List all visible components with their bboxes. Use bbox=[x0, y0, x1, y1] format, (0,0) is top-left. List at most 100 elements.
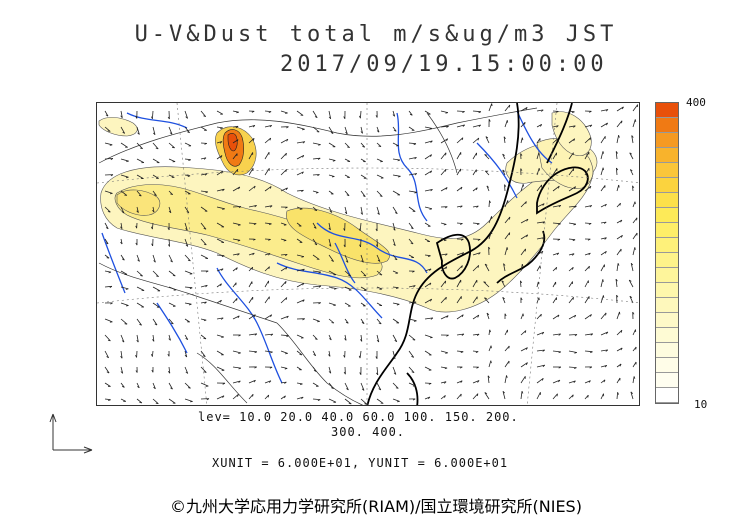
wind-vector-head bbox=[302, 268, 305, 272]
wind-vector bbox=[312, 382, 319, 387]
wind-vector-head bbox=[631, 135, 634, 138]
wind-vector bbox=[568, 314, 576, 320]
wind-vector bbox=[152, 158, 160, 164]
wind-vector bbox=[216, 238, 225, 243]
wind-vector bbox=[552, 168, 558, 176]
wind-vector-head bbox=[222, 395, 225, 399]
wind-vector-head bbox=[558, 205, 562, 208]
wind-vector bbox=[328, 126, 334, 134]
wind-vector bbox=[520, 121, 526, 128]
wind-vector bbox=[408, 366, 415, 373]
wind-vector bbox=[392, 366, 397, 375]
wind-vector bbox=[568, 253, 575, 256]
wind-vector bbox=[600, 312, 607, 320]
wind-vector-head bbox=[542, 237, 545, 240]
wind-vector bbox=[360, 254, 364, 263]
wind-vector bbox=[520, 218, 529, 224]
wind-vector bbox=[584, 350, 593, 353]
wind-vector-head bbox=[135, 355, 137, 358]
wind-vector bbox=[328, 398, 337, 403]
wind-vector bbox=[280, 266, 288, 272]
wind-vector bbox=[424, 140, 433, 144]
wind-vector-head bbox=[461, 265, 463, 269]
wind-vector bbox=[485, 136, 490, 144]
wind-vector bbox=[152, 286, 161, 292]
wind-vector-head bbox=[412, 270, 415, 273]
wind-vector bbox=[552, 314, 560, 320]
wind-vector-head bbox=[461, 333, 465, 336]
wind-vector-head bbox=[483, 281, 487, 283]
wind-vector-head bbox=[411, 356, 414, 358]
wind-vector bbox=[600, 393, 604, 400]
wind-vector-head bbox=[121, 211, 125, 214]
wind-vector bbox=[632, 329, 636, 336]
wind-vector-head bbox=[620, 347, 623, 351]
wind-vector-head bbox=[138, 194, 142, 197]
wind-vector bbox=[184, 334, 189, 340]
wind-vector bbox=[328, 238, 332, 247]
wind-vector bbox=[584, 314, 592, 320]
wind-vector bbox=[120, 174, 129, 178]
wind-vector-head bbox=[460, 186, 463, 190]
wind-vector-head bbox=[206, 398, 210, 401]
wind-vector bbox=[136, 286, 145, 291]
wind-vector bbox=[312, 254, 320, 260]
wind-vector bbox=[616, 263, 619, 272]
wind-vector-head bbox=[620, 235, 623, 238]
colorbar-segment bbox=[656, 373, 678, 388]
wind-vector-head bbox=[635, 346, 637, 350]
wind-vector bbox=[487, 375, 490, 384]
wind-vector bbox=[488, 231, 492, 240]
wind-vector bbox=[584, 280, 589, 288]
wind-vector-head bbox=[503, 136, 506, 139]
wind-vector-head bbox=[152, 209, 155, 213]
wind-vector-head bbox=[605, 109, 609, 112]
wind-vector bbox=[630, 263, 634, 272]
wind-vector-head bbox=[445, 187, 448, 190]
wind-vector bbox=[600, 221, 607, 224]
wind-vector bbox=[552, 185, 560, 192]
wind-vector-head bbox=[589, 366, 593, 369]
wind-vector bbox=[376, 142, 382, 147]
wind-vector bbox=[600, 109, 609, 112]
wind-vector-head bbox=[238, 206, 242, 209]
wind-vector bbox=[344, 334, 347, 341]
wind-vector bbox=[328, 190, 334, 195]
wind-vector bbox=[616, 248, 622, 256]
wind-vector bbox=[168, 206, 172, 213]
wind-vector-head bbox=[237, 253, 240, 256]
wind-vector-head bbox=[461, 137, 464, 141]
wind-vector-head bbox=[557, 238, 561, 241]
wind-vector bbox=[152, 206, 155, 213]
wind-vector-head bbox=[151, 243, 154, 247]
wind-vector bbox=[200, 173, 208, 176]
wind-vector bbox=[120, 350, 123, 359]
wind-vector bbox=[568, 238, 576, 241]
wind-vector bbox=[616, 167, 618, 176]
wind-vector-head bbox=[220, 127, 223, 130]
wind-vector-head bbox=[617, 263, 620, 266]
wind-vector-head bbox=[185, 244, 189, 247]
wind-vector bbox=[232, 206, 242, 208]
wind-vector-head bbox=[394, 212, 398, 215]
wind-vector-head bbox=[478, 111, 482, 114]
wind-vector bbox=[168, 334, 171, 341]
wind-vector-head bbox=[542, 349, 545, 352]
wind-vector-head bbox=[476, 366, 479, 369]
wind-vector-head bbox=[151, 369, 154, 373]
colorbar-segment bbox=[656, 253, 678, 268]
wind-vector bbox=[484, 392, 490, 400]
wind-vector bbox=[104, 382, 111, 387]
wind-vector-head bbox=[172, 146, 175, 149]
wind-vector bbox=[104, 366, 110, 374]
wind-vector bbox=[248, 152, 254, 160]
wind-vector bbox=[216, 366, 225, 371]
wind-vector-head bbox=[604, 365, 608, 368]
wind-vector bbox=[216, 299, 222, 304]
wind-vector-head bbox=[285, 281, 287, 284]
wind-vector bbox=[360, 334, 363, 342]
wind-vector-head bbox=[362, 146, 365, 148]
colorbar-segment bbox=[656, 148, 678, 163]
wind-vector-head bbox=[124, 323, 128, 325]
wind-vector-head bbox=[395, 387, 399, 389]
